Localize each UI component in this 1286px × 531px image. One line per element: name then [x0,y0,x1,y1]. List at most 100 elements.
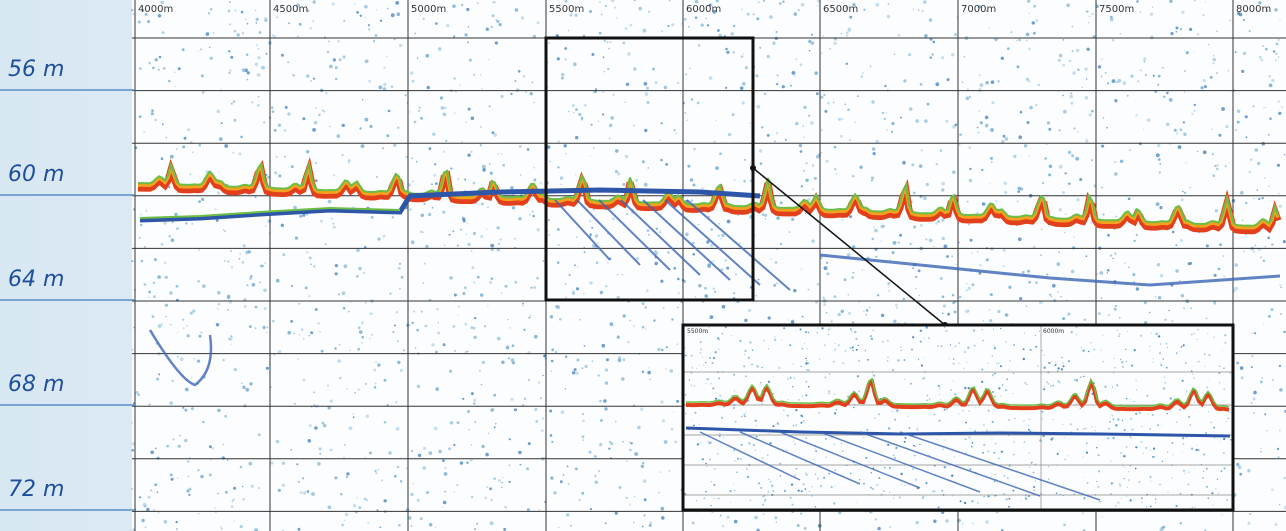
speck [430,183,433,186]
speck [443,472,448,476]
speck [755,74,759,78]
speck [263,307,267,310]
speck [464,350,468,354]
speck [715,120,717,122]
speck [444,106,447,109]
speck [397,266,401,270]
speck [989,182,991,184]
speck [143,131,145,133]
connector-end [750,165,756,171]
speck [254,9,257,12]
speck [410,240,415,245]
speck [343,20,346,22]
speck [442,343,446,347]
speck [845,62,848,65]
speck [901,483,903,485]
speck [308,295,311,298]
speck [1009,414,1010,416]
speck [1260,447,1262,450]
speck [1111,38,1115,42]
speck [467,242,471,247]
speck [865,401,867,402]
speck [1213,336,1215,338]
speck [182,327,185,330]
speck [1202,477,1204,479]
speck [362,99,364,101]
speck [804,212,807,215]
speck [1030,462,1032,464]
speck [689,178,694,182]
speck [381,479,384,482]
speck [659,229,661,231]
speck [501,153,503,155]
speck [526,148,530,151]
speck [435,182,438,185]
speck [896,409,899,412]
speck [511,361,515,365]
speck [741,101,745,105]
speck [795,409,798,412]
speck [1114,357,1115,359]
speck [169,323,172,326]
speck [612,217,615,221]
speck [1164,381,1167,384]
speck [1270,308,1274,312]
speck [1052,283,1056,288]
speck [752,13,755,16]
speck [1099,500,1101,503]
speck [324,243,327,246]
speck [314,426,318,430]
speck [1048,478,1050,480]
speck [1135,412,1138,415]
speck [418,110,420,112]
speck [575,135,579,140]
speck [646,101,650,104]
speck [519,174,522,176]
speck [668,470,671,472]
speck [467,153,471,157]
speck [963,501,967,505]
speck [734,489,736,492]
speck [529,314,532,317]
speck [453,77,456,80]
sub-layer [139,187,761,223]
speck [808,114,811,117]
speck [368,28,371,31]
speck [488,105,491,108]
speck [256,73,261,77]
speck [1007,47,1010,50]
speck [1017,186,1021,191]
speck [730,335,733,337]
speck [575,108,578,111]
speck [1175,244,1178,247]
speck [803,420,805,423]
speck [912,267,915,270]
speck [1197,361,1199,363]
speck [392,331,395,334]
speck [830,320,833,323]
speck [1180,346,1183,348]
speck [1101,516,1104,518]
speck [1171,230,1175,234]
speck [1196,33,1200,36]
speck [943,326,946,329]
speck [823,476,826,479]
speck [756,425,757,427]
speck [344,512,349,517]
speck [988,309,991,311]
speck [239,525,243,529]
speck [1179,128,1183,132]
speck [1062,191,1065,195]
speck [198,200,201,204]
speck [470,495,474,499]
speck [1222,255,1225,257]
speck [759,46,762,49]
speck [383,420,387,424]
speck [941,489,944,492]
speck [364,59,369,64]
speck [150,112,154,116]
speck [1129,499,1132,502]
speck [880,460,882,462]
speck [1012,453,1015,456]
speck [1091,426,1093,428]
